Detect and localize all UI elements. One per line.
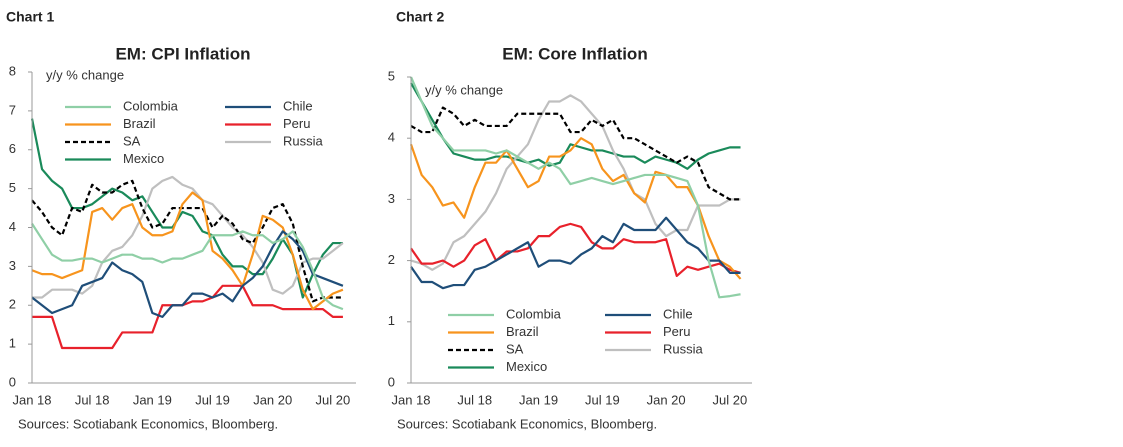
- series-line: [32, 175, 344, 299]
- y-tick-label: 3: [9, 258, 16, 273]
- series-line: [409, 76, 741, 299]
- legend-label: Mexico: [506, 359, 547, 374]
- legend-label: Russia: [663, 341, 704, 356]
- series-line: [409, 137, 742, 280]
- y-tick-label: 5: [388, 68, 395, 83]
- chart-title: EM: Core Inflation: [502, 44, 647, 63]
- y-tick-label: 2: [388, 252, 395, 267]
- legend-label: Peru: [283, 116, 310, 131]
- series-line: [31, 223, 344, 311]
- y-tick-label: 3: [388, 191, 395, 206]
- y-tick-label: 7: [9, 102, 16, 117]
- y-tick-label: 6: [9, 141, 16, 156]
- series-line: [31, 230, 344, 319]
- x-tick-label: Jan 19: [519, 392, 558, 407]
- y-tick-label: 5: [9, 180, 16, 195]
- legend-label: Russia: [283, 133, 324, 148]
- x-tick-label: Jul 18: [457, 392, 492, 407]
- series-line: [410, 222, 741, 277]
- x-tick-label: Jul 19: [195, 392, 230, 407]
- series-line: [410, 106, 741, 201]
- source: Sources: Scotiabank Economics, Bloomberg…: [18, 416, 278, 431]
- x-tick-label: Jul 18: [75, 392, 110, 407]
- chart-title: EM: CPI Inflation: [115, 44, 250, 63]
- legend-label: Brazil: [506, 324, 539, 339]
- y-axis-label: y/y % change: [425, 82, 503, 97]
- y-tick-label: 1: [388, 313, 395, 328]
- legend-label: Chile: [283, 98, 313, 113]
- legend-label: SA: [123, 133, 141, 148]
- source: Sources: Scotiabank Economics, Bloomberg…: [397, 416, 657, 431]
- x-tick-label: Jul 20: [713, 392, 748, 407]
- x-tick-label: Jul 20: [316, 392, 351, 407]
- series-line: [31, 179, 343, 303]
- y-tick-label: 0: [9, 374, 16, 389]
- y-axis-label: y/y % change: [46, 67, 124, 82]
- y-tick-label: 4: [388, 130, 395, 145]
- x-tick-label: Jan 20: [253, 392, 292, 407]
- x-tick-label: Jan 18: [12, 392, 51, 407]
- legend-label: Brazil: [123, 116, 156, 131]
- series-line: [31, 191, 344, 311]
- series-line: [410, 94, 741, 271]
- y-tick-label: 1: [9, 336, 16, 351]
- legend-label: Peru: [663, 324, 690, 339]
- chart-label: Chart 1: [6, 9, 54, 25]
- y-tick-label: 0: [388, 374, 395, 389]
- legend-label: Mexico: [123, 151, 164, 166]
- series-line: [32, 284, 343, 350]
- series-line: [410, 216, 741, 290]
- legend-label: SA: [506, 341, 524, 356]
- legend-label: Chile: [663, 306, 693, 321]
- x-tick-label: Jan 18: [391, 392, 430, 407]
- chart-label: Chart 2: [396, 9, 444, 25]
- x-tick-label: Jan 20: [647, 392, 686, 407]
- legend-label: Colombia: [123, 98, 179, 113]
- legend-label: Colombia: [506, 306, 562, 321]
- y-tick-label: 2: [9, 297, 16, 312]
- y-tick-label: 8: [9, 63, 16, 78]
- x-tick-label: Jan 19: [133, 392, 172, 407]
- x-tick-label: Jul 19: [585, 392, 620, 407]
- y-tick-label: 4: [9, 219, 16, 234]
